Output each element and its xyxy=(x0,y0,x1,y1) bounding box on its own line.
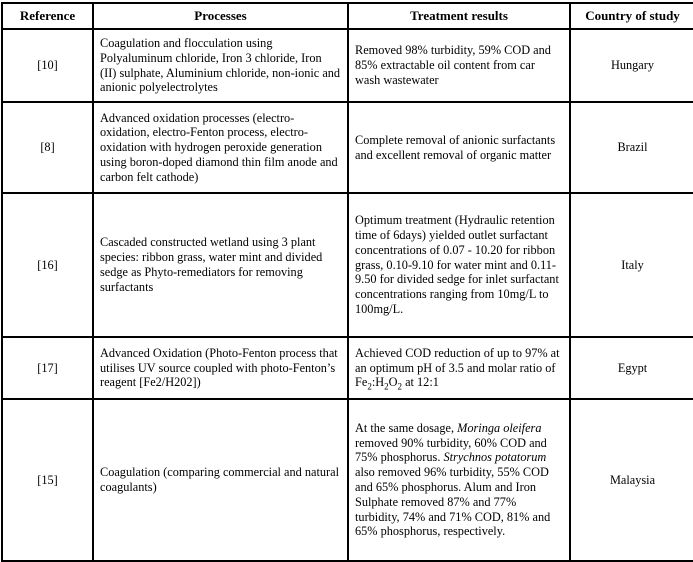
cell-country: Hungary xyxy=(569,28,693,103)
cell-reference: [8] xyxy=(1,101,94,194)
cell-processes: Coagulation (comparing commercial and na… xyxy=(92,398,349,562)
cell-processes: Cascaded constructed wetland using 3 pla… xyxy=(92,192,349,338)
table-row: [8] Advanced oxidation processes (electr… xyxy=(1,101,693,194)
table-row: [16] Cascaded constructed wetland using … xyxy=(1,192,693,338)
cell-processes: Advanced Oxidation (Photo-Fenton process… xyxy=(92,336,349,400)
cell-country: Malaysia xyxy=(569,398,693,562)
header-cell-country-of-study: Country of study xyxy=(569,2,693,30)
table-row: [10] Coagulation and flocculation using … xyxy=(1,28,693,103)
cell-processes: Coagulation and flocculation using Polya… xyxy=(92,28,349,103)
cell-reference: [16] xyxy=(1,192,94,338)
cell-treatment-results: Achieved COD reduction of up to 97% at a… xyxy=(347,336,571,400)
table-header-row: Reference Processes Treatment results Co… xyxy=(1,2,693,30)
cell-country: Egypt xyxy=(569,336,693,400)
cell-treatment-results: At the same dosage, Moringa oleifera rem… xyxy=(347,398,571,562)
cell-treatment-results: Complete removal of anionic surfactants … xyxy=(347,101,571,194)
header-cell-reference: Reference xyxy=(1,2,94,30)
cell-treatment-results: Removed 98% turbidity, 59% COD and 85% e… xyxy=(347,28,571,103)
cell-country: Brazil xyxy=(569,101,693,194)
cell-reference: [15] xyxy=(1,398,94,562)
header-cell-processes: Processes xyxy=(92,2,349,30)
cell-country: Italy xyxy=(569,192,693,338)
header-cell-treatment-results: Treatment results xyxy=(347,2,571,30)
table-row: [15] Coagulation (comparing commercial a… xyxy=(1,398,693,562)
table-row: [17] Advanced Oxidation (Photo-Fenton pr… xyxy=(1,336,693,400)
cell-processes: Advanced oxidation processes (electro-ox… xyxy=(92,101,349,194)
cell-reference: [17] xyxy=(1,336,94,400)
cell-treatment-results: Optimum treatment (Hydraulic retention t… xyxy=(347,192,571,338)
cell-reference: [10] xyxy=(1,28,94,103)
